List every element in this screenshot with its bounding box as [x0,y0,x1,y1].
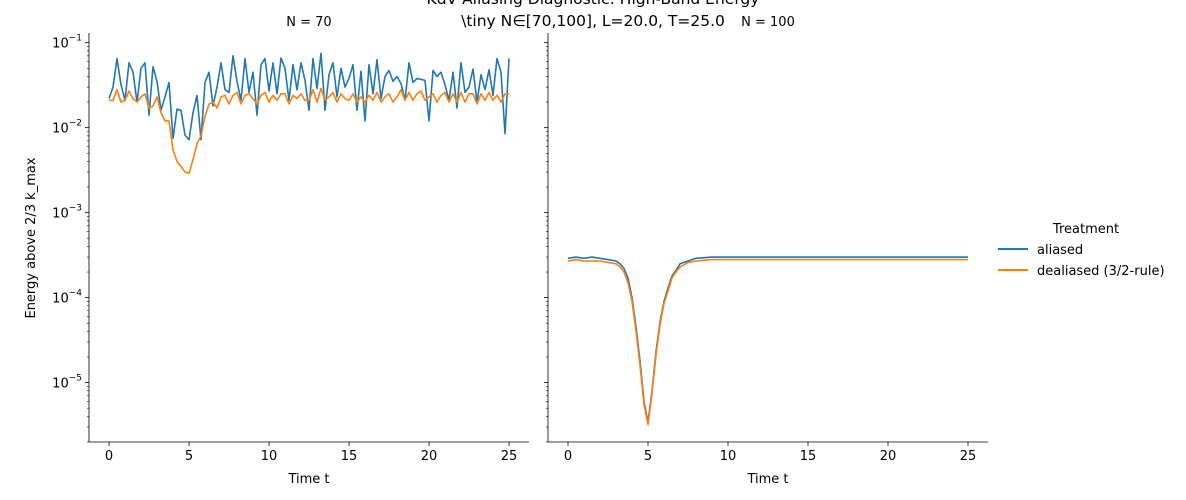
y-tick-label: 10−4 [52,289,82,307]
panel-title-n70: N = 70 [286,15,331,30]
legend-title: Treatment [1052,222,1119,237]
x-tick-label: 25 [960,449,977,464]
y-axis-label: Energy above 2/3 k_max [24,157,39,318]
x-tick-label: 5 [185,449,193,464]
x-tick-label: 20 [880,449,897,464]
chart-title: KdV Aliasing Diagnostic: High-Band Energ… [427,0,760,8]
x-tick-label: 0 [105,449,113,464]
y-tick-label: 10−5 [52,374,82,392]
series-line-dealiased [567,258,968,426]
x-tick-label: 20 [421,449,438,464]
x-tick-label: 5 [644,449,652,464]
chart-subtitle: \tiny N∈[70,100], L=20.0, T=25.0 [461,12,725,30]
plot-area: 0 5 10 15 20 25 10−5 10−4 10−3 10−2 10−1 0 5 10 15 20 25 [52,33,988,464]
x-axis-label-right: Time t [746,472,788,487]
x-tick-label: 0 [564,449,572,464]
x-tick-label: 10 [720,449,737,464]
y-tick-label: 10−2 [52,119,82,137]
legend-entry-dealiased: dealiased (3/2-rule) [1037,264,1165,279]
x-axis-label-left: Time t [287,472,329,487]
panel-0: 0 5 10 15 20 25 10−5 10−4 10−3 10−2 10−1 [52,33,529,464]
legend-entry-aliased: aliased [1037,243,1083,258]
panel-title-n100: N = 100 [741,15,795,30]
series-line-dealiased [109,87,509,175]
legend: Treatment aliased dealiased (3/2-rule) [998,222,1165,279]
y-tick-label: 10−3 [52,204,82,222]
x-tick-label: 15 [800,449,817,464]
y-tick-label: 10−1 [52,34,82,52]
series-line-aliased [108,52,510,141]
x-tick-label: 25 [501,449,518,464]
x-tick-label: 15 [341,449,358,464]
panel-1: 0 5 10 15 20 25 [544,33,988,464]
series-line-aliased [567,256,968,424]
x-tick-label: 10 [261,449,278,464]
